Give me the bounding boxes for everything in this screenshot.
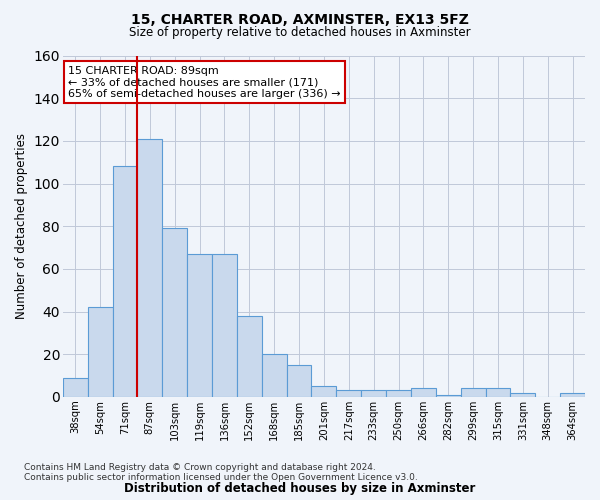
Y-axis label: Number of detached properties: Number of detached properties: [15, 133, 28, 319]
Bar: [411, 388, 436, 397]
Bar: [287, 365, 311, 397]
Bar: [88, 307, 113, 397]
Bar: [386, 390, 411, 397]
Bar: [311, 386, 337, 397]
Bar: [212, 254, 237, 397]
Bar: [137, 138, 162, 397]
Bar: [162, 228, 187, 397]
Bar: [436, 394, 461, 397]
Text: Size of property relative to detached houses in Axminster: Size of property relative to detached ho…: [129, 26, 471, 39]
Bar: [337, 390, 361, 397]
Text: Contains public sector information licensed under the Open Government Licence v3: Contains public sector information licen…: [24, 474, 418, 482]
Text: 15, CHARTER ROAD, AXMINSTER, EX13 5FZ: 15, CHARTER ROAD, AXMINSTER, EX13 5FZ: [131, 12, 469, 26]
Bar: [63, 378, 88, 397]
Bar: [560, 392, 585, 397]
Text: Distribution of detached houses by size in Axminster: Distribution of detached houses by size …: [124, 482, 476, 495]
Bar: [511, 392, 535, 397]
Bar: [461, 388, 485, 397]
Bar: [237, 316, 262, 397]
Bar: [361, 390, 386, 397]
Bar: [262, 354, 287, 397]
Bar: [187, 254, 212, 397]
Bar: [485, 388, 511, 397]
Text: Contains HM Land Registry data © Crown copyright and database right 2024.: Contains HM Land Registry data © Crown c…: [24, 464, 376, 472]
Text: 15 CHARTER ROAD: 89sqm
← 33% of detached houses are smaller (171)
65% of semi-de: 15 CHARTER ROAD: 89sqm ← 33% of detached…: [68, 66, 341, 99]
Bar: [113, 166, 137, 397]
